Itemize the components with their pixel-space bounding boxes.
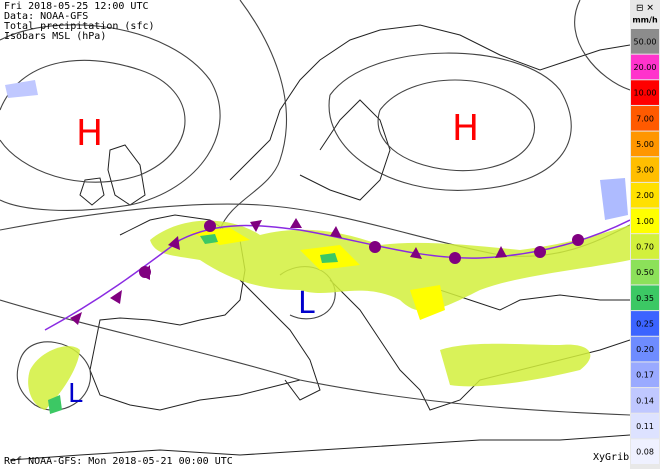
app-label: XyGrib xyxy=(593,452,629,463)
pressure-high: H xyxy=(452,108,479,149)
header-line: Fri 2018-05-25 12:00 UTC xyxy=(4,1,149,12)
legend-icon[interactable]: ⊟ ✕ xyxy=(636,4,654,14)
legend-swatch xyxy=(631,439,659,464)
legend-label: 0.14 xyxy=(636,396,654,405)
pressure-low: L xyxy=(298,286,315,321)
header-line: Total precipitation (sfc) xyxy=(4,21,155,32)
legend-label: 5.00 xyxy=(636,140,654,149)
legend-label: 50.00 xyxy=(634,37,657,46)
legend-label: 3.00 xyxy=(636,166,654,175)
legend-swatch xyxy=(631,413,659,439)
legend-swatch xyxy=(631,131,659,157)
legend-swatch xyxy=(631,311,659,336)
legend-swatch xyxy=(631,80,659,105)
legend-swatch xyxy=(631,54,659,80)
legend-label: 2.00 xyxy=(636,191,654,200)
legend-swatch xyxy=(631,208,659,234)
legend-label: 0.25 xyxy=(636,319,654,328)
pressure-low: L xyxy=(68,379,83,409)
legend-swatch xyxy=(631,182,659,208)
legend-swatch xyxy=(631,234,659,259)
pressure-high: H xyxy=(76,113,103,154)
legend-label: 0.50 xyxy=(636,268,654,277)
legend-label: 1.00 xyxy=(636,217,654,226)
legend-unit: mm/h xyxy=(632,16,658,25)
legend-swatch xyxy=(631,105,659,131)
legend-label: 0.11 xyxy=(636,422,654,431)
legend-label: 0.17 xyxy=(636,371,654,380)
legend-label: 0.08 xyxy=(636,448,654,457)
legend-label: 20.00 xyxy=(634,63,657,72)
legend-swatch xyxy=(631,362,659,388)
legend-swatch xyxy=(631,285,659,311)
legend-swatch xyxy=(631,388,659,413)
precipitation xyxy=(5,80,630,414)
reference-time: Ref NOAA-GFS: Mon 2018-05-21 00:00 UTC xyxy=(4,456,233,467)
legend-swatch xyxy=(631,157,659,182)
legend-label: 10.00 xyxy=(634,89,657,98)
legend-label: 7.00 xyxy=(636,114,654,123)
legend-label: 0.70 xyxy=(636,243,654,252)
color-legend: ⊟ ✕ mm/h 50.00 20.00 10.00 7.00 5.00 3.00 2.00… xyxy=(630,0,660,469)
legend-swatch xyxy=(631,29,659,54)
legend-swatch xyxy=(631,259,659,285)
header: Fri 2018-05-25 12:00 UTC Data: NOAA-GFS … xyxy=(4,1,155,42)
header-line: Data: NOAA-GFS xyxy=(4,11,88,22)
header-line: Isobars MSL (hPa) xyxy=(4,31,106,42)
legend-label: 0.20 xyxy=(636,345,654,354)
legend-label: 0.35 xyxy=(636,294,654,303)
legend-swatch xyxy=(631,336,659,362)
map: Fri 2018-05-25 12:00 UTC Data: NOAA-GFS … xyxy=(0,0,630,469)
weather-front xyxy=(44,218,630,331)
